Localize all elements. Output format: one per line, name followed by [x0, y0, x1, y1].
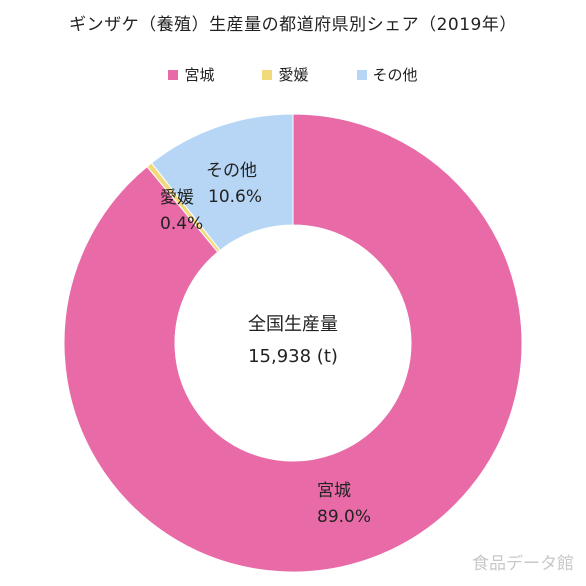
- legend-swatch-miyagi: [168, 69, 179, 80]
- legend-item-other: その他: [356, 64, 418, 85]
- legend-label-other: その他: [372, 66, 418, 84]
- legend-label-miyagi: 宮城: [184, 66, 215, 84]
- legend-swatch-ehime: [262, 69, 273, 80]
- slice-ehime-name-label: 愛媛: [160, 188, 194, 208]
- slice-miyagi: [63, 113, 523, 573]
- legend: 宮城 愛媛 その他: [0, 64, 586, 85]
- slice-other-name-label: その他: [206, 161, 257, 181]
- legend-swatch-other: [356, 69, 367, 80]
- legend-item-miyagi: 宮城: [168, 64, 214, 85]
- slice-miyagi-value-label: 89.0%: [317, 507, 371, 527]
- center-label-value: 15,938 (t): [248, 346, 338, 367]
- slice-other: [150, 113, 294, 251]
- legend-label-ehime: 愛媛: [278, 66, 309, 84]
- slice-miyagi-name-label: 宮城: [317, 481, 351, 501]
- slice-ehime-value-label: 0.4%: [160, 214, 203, 234]
- slice-other-value-label: 10.6%: [208, 187, 262, 207]
- watermark: 食品データ館: [472, 554, 574, 574]
- legend-item-ehime: 愛媛: [262, 64, 309, 85]
- chart-title: ギンザケ（養殖）生産量の都道府県別シェア（2019年）: [69, 15, 517, 35]
- center-label-title: 全国生産量: [248, 314, 338, 335]
